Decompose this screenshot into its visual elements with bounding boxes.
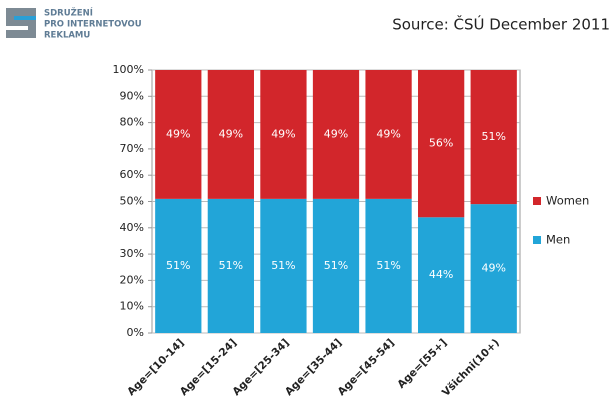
value-label: 51% xyxy=(324,259,348,272)
bar-segment xyxy=(470,70,517,205)
legend-label: Women xyxy=(546,194,589,208)
y-tick-label: 30% xyxy=(120,247,144,260)
y-tick-label: 0% xyxy=(127,326,144,339)
value-label: 51% xyxy=(271,259,295,272)
value-label: 51% xyxy=(376,259,400,272)
value-label: 49% xyxy=(324,127,348,140)
bar-segment xyxy=(155,70,202,199)
logo-text: PRO INTERNETOVOU xyxy=(44,20,142,30)
source-note: Source: ČSÚ December 2011 xyxy=(392,15,610,34)
bar-segment xyxy=(312,70,360,199)
y-tick-label: 60% xyxy=(120,168,144,181)
logo-icon-accent xyxy=(14,16,36,20)
bar-segment xyxy=(260,70,307,199)
value-label: 56% xyxy=(429,137,453,150)
value-label: 51% xyxy=(166,259,190,272)
bar-segment xyxy=(418,70,465,218)
value-label: 51% xyxy=(219,259,243,272)
bar-segment xyxy=(312,198,360,333)
legend-swatch xyxy=(533,197,541,205)
bar-segment xyxy=(207,70,254,199)
value-label: 49% xyxy=(219,127,243,140)
value-label: 49% xyxy=(376,127,400,140)
legend-label: Men xyxy=(546,233,570,247)
y-tick-label: 80% xyxy=(120,116,144,129)
y-tick-label: 70% xyxy=(120,142,144,155)
bar-segment xyxy=(365,70,412,199)
value-label: 49% xyxy=(481,262,505,275)
value-label: 49% xyxy=(271,127,295,140)
x-tick-label: Age=[45-54] xyxy=(335,337,396,398)
y-tick-label: 100% xyxy=(113,63,144,76)
logo-text: REKLAMU xyxy=(44,31,90,41)
bar-segment xyxy=(207,198,254,333)
bar-segment xyxy=(470,204,517,333)
y-tick-label: 10% xyxy=(120,300,144,313)
y-tick-label: 50% xyxy=(120,195,144,208)
value-label: 49% xyxy=(166,127,190,140)
y-tick-label: 90% xyxy=(120,89,144,102)
x-tick-label: Všichni(10+) xyxy=(440,337,502,399)
bar-segment xyxy=(260,198,307,333)
value-label: 44% xyxy=(429,268,453,281)
logo-icon xyxy=(6,8,36,38)
legend-swatch xyxy=(533,236,541,244)
y-tick-label: 40% xyxy=(120,221,144,234)
bar-segment xyxy=(365,198,412,333)
logo: SDRUŽENÍ PRO INTERNETOVOU REKLAMU xyxy=(6,7,142,41)
x-tick-label: Age=[55+] xyxy=(395,337,449,391)
y-tick-label: 20% xyxy=(120,273,144,286)
logo-text: SDRUŽENÍ xyxy=(44,7,93,19)
bar-segment xyxy=(418,217,465,333)
bar-segment xyxy=(155,198,202,333)
value-label: 51% xyxy=(481,130,505,143)
